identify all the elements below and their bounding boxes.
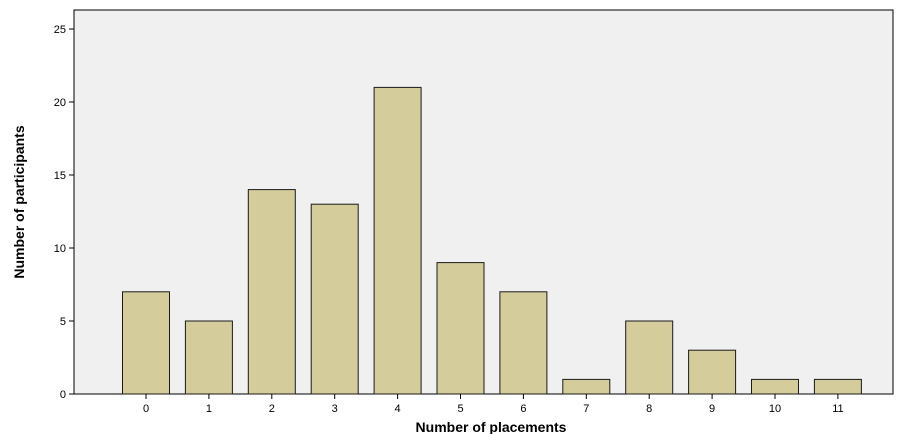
bar-11 (813, 378, 862, 395)
y-tick-label: 0 (60, 389, 66, 401)
y-tick-label: 10 (54, 243, 66, 255)
x-tick-label: 3 (332, 403, 338, 415)
x-tick-label: 7 (583, 403, 589, 415)
bar-1 (184, 320, 233, 395)
x-tick-label: 2 (269, 403, 275, 415)
x-tick-label: 10 (769, 403, 781, 415)
x-tick-label: 11 (832, 403, 843, 415)
y-tick-label: 20 (54, 97, 66, 109)
y-tick-label: 5 (60, 316, 66, 328)
bar-3 (310, 203, 359, 395)
x-axis: 0 1 2 3 4 5 6 7 8 9 10 11 (143, 394, 844, 415)
y-axis-title: Number of participants (11, 125, 27, 278)
y-tick-label: 15 (54, 170, 66, 182)
y-tick-label: 25 (54, 24, 66, 36)
bar-10 (751, 378, 799, 395)
bar-7 (562, 378, 611, 395)
x-axis-title: Number of placements (416, 419, 567, 434)
x-tick-label: 4 (395, 403, 401, 415)
bar-8 (625, 320, 674, 395)
bar-9 (688, 349, 737, 395)
x-tick-label: 6 (520, 403, 526, 415)
x-tick-label: 1 (206, 403, 212, 415)
y-axis: 0 5 10 15 20 25 (54, 24, 74, 401)
bar-0 (122, 291, 170, 395)
bar-5 (436, 262, 485, 395)
bar-4 (373, 86, 422, 395)
x-tick-label: 9 (709, 403, 715, 415)
x-tick-label: 5 (457, 403, 463, 415)
bars-group (122, 86, 862, 395)
x-tick-label: 0 (143, 403, 149, 415)
bar-2 (247, 189, 296, 395)
bar-6 (499, 291, 548, 395)
x-tick-label: 8 (646, 403, 652, 415)
